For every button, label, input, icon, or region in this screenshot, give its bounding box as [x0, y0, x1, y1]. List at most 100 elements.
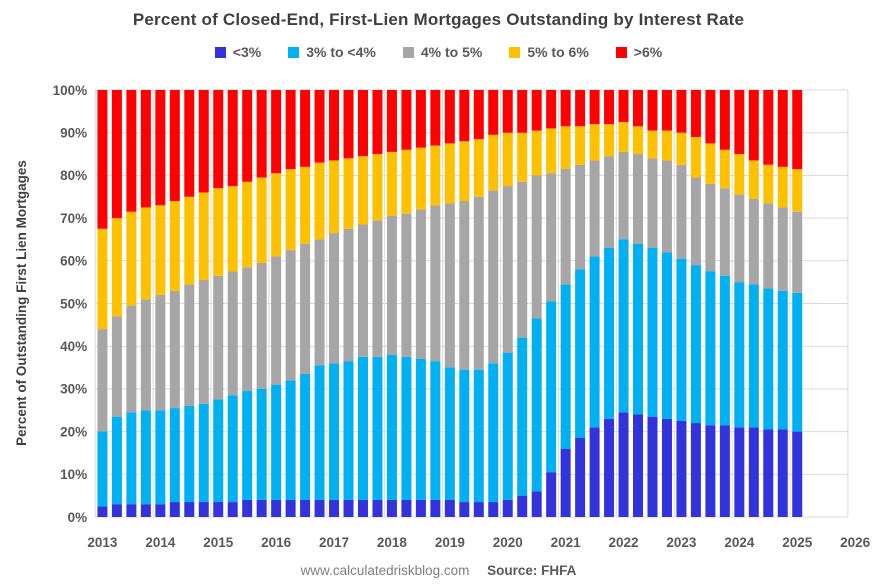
bar-segment: [314, 239, 325, 366]
footer-site-url: www.calculatedriskblog.com: [300, 563, 470, 578]
bar-column-2024-Q2: [748, 90, 759, 517]
bar-segment: [415, 90, 426, 148]
x-axis-tick-labels: 2013 2014 2015 2016 2017 2018 2019 2020 2021 2022…: [87, 535, 870, 550]
bar-segment: [719, 90, 730, 150]
bar-column-2018-Q3: [415, 90, 426, 517]
x-tick-label: 2021: [551, 535, 582, 550]
bar-segment: [227, 395, 238, 503]
bar-segment: [386, 215, 397, 355]
bar-segment: [488, 90, 499, 135]
bar-column-2015-Q2: [227, 90, 238, 517]
bar-segment: [502, 90, 513, 133]
bar-column-2014-Q4: [198, 90, 209, 517]
bar-segment: [256, 388, 267, 500]
bar-segment: [198, 280, 209, 404]
bar-segment: [777, 90, 788, 167]
bar-segment: [502, 499, 513, 517]
bar-segment: [734, 282, 745, 428]
bar-segment: [748, 90, 759, 161]
bar-segment: [734, 427, 745, 517]
bar-segment: [155, 504, 166, 517]
bar-segment: [126, 412, 137, 505]
bar-column-2023-Q4: [719, 90, 730, 517]
x-tick-label: 2015: [203, 535, 234, 550]
bar-segment: [271, 173, 282, 257]
bar-segment: [386, 354, 397, 500]
bar-segment: [213, 275, 224, 400]
bar-segment: [343, 499, 354, 517]
bar-segment: [140, 90, 151, 208]
bar-segment: [777, 429, 788, 517]
bar-segment: [690, 423, 701, 517]
bar-segment: [256, 177, 267, 263]
bar-column-2023-Q3: [705, 90, 716, 517]
bar-column-2022-Q1: [618, 90, 629, 517]
bar-segment: [256, 262, 267, 389]
bar-column-2021-Q1: [560, 90, 571, 517]
bar-segment: [705, 425, 716, 517]
bar-segment: [560, 448, 571, 517]
bar-column-2022-Q2: [633, 90, 644, 517]
bar-column-2023-Q1: [676, 90, 687, 517]
bar-segment: [546, 472, 557, 517]
bar-segment: [227, 186, 238, 272]
bar-segment: [560, 284, 571, 449]
bar-column-2016-Q1: [271, 90, 282, 517]
bar-segment: [734, 194, 745, 283]
bar-segment: [184, 90, 195, 197]
bar-segment: [126, 504, 137, 517]
bar-column-2014-Q1: [155, 90, 166, 517]
bar-segment: [792, 168, 803, 212]
bar-segment: [546, 90, 557, 129]
bar-column-2017-Q2: [343, 90, 354, 517]
bar-segment: [242, 391, 253, 500]
bar-segment: [300, 166, 311, 244]
legend-item-1: 3% to <4%: [288, 44, 376, 60]
x-tick-label: 2020: [493, 535, 523, 550]
bar-segment: [126, 305, 137, 413]
bar-segment: [661, 418, 672, 517]
bar-column-2024-Q1: [734, 90, 745, 517]
x-tick-label: 2019: [435, 535, 465, 550]
bar-column-2019-Q1: [444, 90, 455, 517]
bar-segment: [227, 90, 238, 187]
bar-segment: [169, 290, 180, 409]
bar-segment: [618, 122, 629, 152]
bar-segment: [343, 158, 354, 229]
x-tick-label: 2024: [724, 535, 755, 550]
bar-segment: [575, 164, 586, 270]
bar-segment: [589, 90, 600, 125]
bar-segment: [300, 90, 311, 167]
bar-column-2020-Q2: [517, 90, 528, 517]
bar-segment: [647, 90, 658, 131]
y-tick-label: 50%: [60, 296, 87, 311]
bar-segment: [386, 90, 397, 152]
y-tick-label: 70%: [60, 211, 87, 226]
bar-segment: [517, 337, 528, 496]
bar-segment: [676, 420, 687, 517]
bar-segment: [633, 126, 644, 155]
x-tick-label: 2018: [377, 535, 408, 550]
legend-swatch-icon: [615, 46, 627, 58]
bar-segment: [184, 502, 195, 517]
bar-segment: [734, 154, 745, 195]
bar-segment: [357, 499, 368, 517]
bar-segment: [618, 239, 629, 413]
bar-segment: [777, 207, 788, 291]
bar-column-2017-Q4: [372, 90, 383, 517]
bar-segment: [459, 369, 470, 503]
bar-segment: [97, 228, 108, 330]
legend-item-4: >6%: [615, 44, 662, 60]
bar-column-2021-Q3: [589, 90, 600, 517]
bar-segment: [242, 90, 253, 182]
bar-segment: [488, 363, 499, 503]
bar-segment: [155, 90, 166, 206]
bar-segment: [719, 149, 730, 189]
bar-segment: [734, 90, 745, 155]
y-tick-label: 20%: [60, 424, 87, 439]
legend-item-3: 5% to 6%: [509, 44, 589, 60]
bar-segment: [444, 143, 455, 204]
bar-segment: [531, 175, 542, 319]
y-tick-label: 40%: [60, 339, 87, 354]
